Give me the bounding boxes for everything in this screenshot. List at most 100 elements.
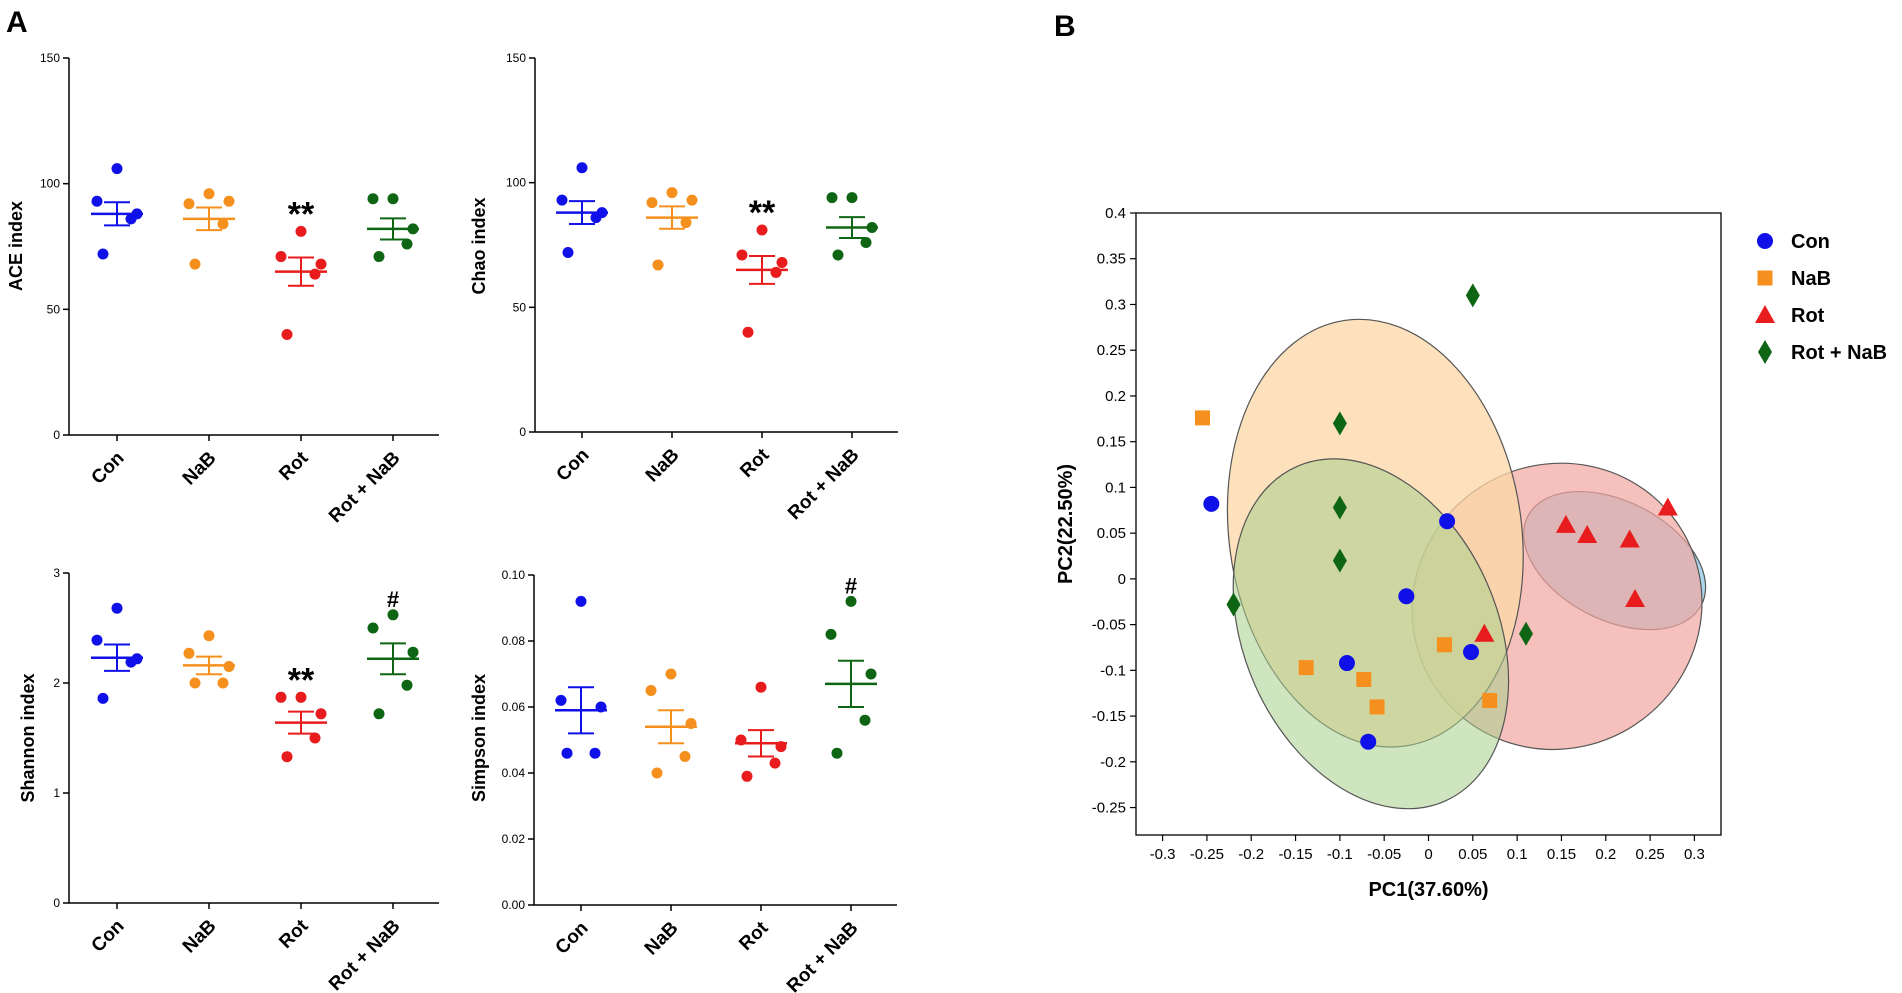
y-axis-label: PC2(22.50%) [1055, 464, 1077, 584]
x-tick-label: Rot + NaB [325, 448, 404, 527]
data-point [373, 708, 385, 720]
data-point [736, 249, 748, 261]
x-tick-label: Rot [275, 915, 313, 953]
data-point [665, 668, 677, 680]
data-point [1338, 655, 1355, 672]
data-point [309, 732, 321, 744]
y-tick-label: 50 [47, 302, 61, 316]
data-point [91, 634, 103, 646]
x-axis-label: PC1(37.60%) [1368, 879, 1488, 901]
data-point [315, 708, 327, 720]
data-point [217, 218, 229, 230]
significance-label: ** [288, 195, 315, 233]
data-point [846, 192, 858, 204]
x-tick-label: Rot [735, 917, 773, 955]
data-point [111, 602, 123, 614]
data-point [666, 187, 678, 199]
x-tick-label: Con [88, 916, 129, 957]
data-point [1519, 621, 1533, 646]
y-tick-label: -0.15 [1092, 708, 1126, 725]
data-point [646, 197, 658, 209]
data-point [1398, 588, 1415, 605]
data-point [679, 751, 691, 762]
chao-index-chart: 0 50 100 150 Chao index Con NaB Rot Rot + NaB ** [469, 51, 898, 524]
data-point [832, 249, 844, 261]
legend-label: NaB [1791, 268, 1831, 290]
data-point [576, 162, 588, 174]
legend-marker [1758, 340, 1772, 364]
y-tick-label: 0 [53, 428, 60, 442]
y-tick-label: 1 [53, 786, 60, 800]
data-point [645, 685, 657, 696]
y-tick-label: 0.05 [1097, 525, 1126, 542]
x-tick-label: Rot [275, 447, 313, 485]
y-tick-label: -0.2 [1100, 754, 1126, 771]
x-tick-label: -0.15 [1278, 846, 1312, 863]
x-tick-label: -0.2 [1238, 846, 1264, 863]
data-point [556, 194, 568, 206]
data-point [1436, 637, 1452, 653]
x-tick-label: NaB [642, 445, 684, 487]
panel-b-label: B [1054, 10, 1076, 43]
data-point [825, 628, 837, 640]
x-tick-label: NaB [179, 448, 221, 490]
y-tick-label: 2 [53, 676, 60, 690]
significance-label: # [387, 587, 399, 612]
ace-index-chart: 0 50 100 150 ACE index Con NaB Rot Rot + NaB ** [6, 51, 439, 527]
data-point [373, 251, 385, 263]
data-point [401, 238, 413, 250]
data-point [589, 747, 601, 759]
x-tick-label: 0.25 [1635, 846, 1664, 863]
data-point [1194, 410, 1210, 426]
data-point [1439, 513, 1456, 530]
data-point [203, 188, 215, 200]
legend-marker [1757, 270, 1773, 286]
y-tick-label: 0.35 [1097, 251, 1126, 268]
data-point [217, 677, 229, 689]
legend-label: Con [1791, 231, 1830, 253]
data-point [1474, 623, 1495, 642]
x-tick-label: 0.2 [1595, 846, 1616, 863]
data-point [1203, 495, 1220, 512]
data-point [295, 691, 307, 703]
data-point [111, 163, 123, 175]
data-point [1619, 529, 1640, 548]
data-point [125, 213, 137, 225]
data-point [189, 258, 201, 270]
data-point [203, 630, 215, 642]
x-tick-label: 0.05 [1458, 846, 1487, 863]
y-tick-label: 0.08 [502, 634, 526, 648]
data-point [275, 691, 287, 703]
x-tick-label: -0.25 [1190, 846, 1224, 863]
data-point [680, 217, 692, 229]
y-tick-label: 0 [53, 896, 60, 910]
x-tick-label: Con [553, 445, 594, 486]
x-tick-label: -0.3 [1150, 846, 1176, 863]
data-point [387, 609, 399, 621]
y-tick-label: 0.02 [502, 832, 526, 846]
data-point [575, 595, 587, 607]
y-tick-label: 0.1 [1105, 479, 1126, 496]
data-point [367, 622, 379, 634]
data-point [315, 258, 327, 270]
data-point [183, 647, 195, 659]
x-tick-label: -0.1 [1327, 846, 1353, 863]
x-tick-label: 0.15 [1547, 846, 1576, 863]
data-point [1226, 592, 1241, 617]
x-tick-label: 0.3 [1684, 846, 1705, 863]
data-point [1577, 524, 1598, 543]
data-point [742, 326, 754, 338]
data-point [770, 266, 782, 278]
shannon-index-chart: 0 1 2 3 Shannon index Con NaB Rot Rot + NaB ** # [18, 566, 439, 993]
data-point [281, 328, 293, 340]
panel-a-label: A [6, 6, 28, 39]
x-tick-label: Rot + NaB [783, 918, 862, 993]
legend-marker [1757, 233, 1773, 249]
data-point [769, 757, 781, 769]
confidence-ellipse [1232, 458, 1510, 810]
data-point [1625, 589, 1646, 608]
data-point [1360, 733, 1377, 750]
x-tick-label: -0.05 [1367, 846, 1401, 863]
significance-label: # [845, 573, 857, 598]
data-point [1369, 699, 1385, 715]
